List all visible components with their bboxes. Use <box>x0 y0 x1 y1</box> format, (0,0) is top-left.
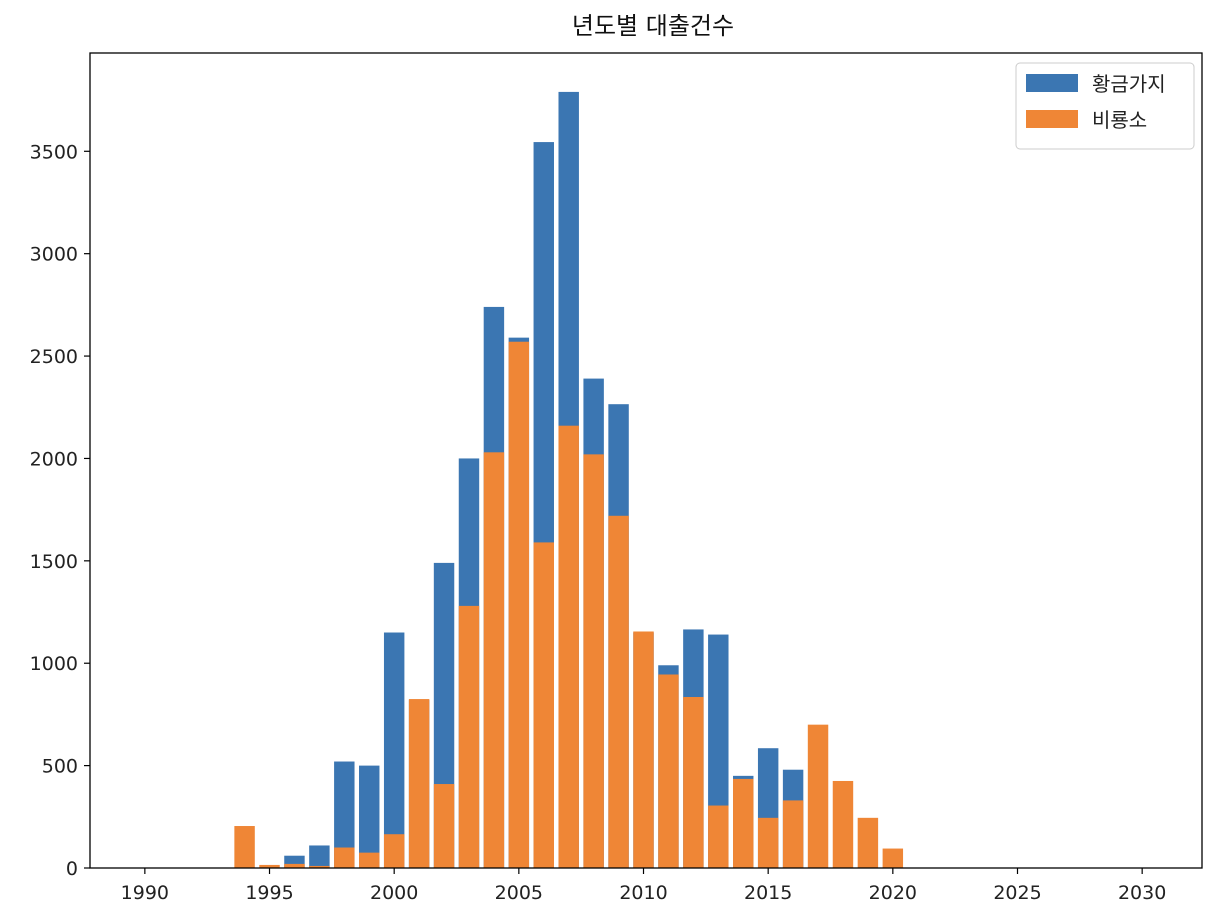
y-tick-label: 3000 <box>30 244 78 266</box>
x-tick-label: 2020 <box>869 882 917 904</box>
plot-frame <box>89 52 1203 869</box>
legend-label-0: 황금가지 <box>1092 72 1166 96</box>
bar-1-1994 <box>234 826 255 868</box>
bar-1-2003 <box>458 605 480 868</box>
bar-0-1999 <box>359 765 380 868</box>
chart-title: 년도별 대출건수 <box>572 12 734 40</box>
bar-1-2005 <box>508 341 530 869</box>
bar-0-1998 <box>334 761 355 868</box>
series-1 <box>234 341 904 869</box>
bar-1-2010 <box>633 631 654 868</box>
legend-label-1: 비룡소 <box>1092 108 1147 132</box>
bar-0-1997 <box>309 845 330 868</box>
bar-1-2018 <box>832 780 854 868</box>
x-tick-label: 2015 <box>744 882 792 904</box>
x-axis: 1990 1995 2000 2005 2010 2015 2020 2025 2030 <box>121 868 1166 904</box>
bar-1-2011 <box>658 674 679 868</box>
bar-1-1996 <box>284 863 305 868</box>
bar-1-2016 <box>782 800 804 868</box>
y-axis: 0 500 1000 1500 2000 2500 3000 3500 <box>30 141 90 880</box>
x-tick-label: 2010 <box>619 882 667 904</box>
bar-1-2014 <box>733 778 754 868</box>
bar-1-2000 <box>383 834 405 868</box>
x-tick-label: 1995 <box>245 882 293 904</box>
x-tick-label: 2005 <box>495 882 543 904</box>
bar-1-2009 <box>608 515 629 868</box>
x-tick-label: 2030 <box>1118 882 1166 904</box>
bar-1-1995 <box>259 864 280 868</box>
y-tick-label: 2500 <box>30 346 78 368</box>
y-tick-label: 0 <box>66 858 78 880</box>
bar-1-1998 <box>334 847 355 868</box>
y-tick-label: 1500 <box>30 551 78 573</box>
bar-1-2012 <box>683 697 704 868</box>
y-tick-label: 500 <box>42 756 78 778</box>
bar-1-2013 <box>708 805 729 868</box>
y-tick-label: 3500 <box>30 141 78 163</box>
x-tick-label: 2000 <box>370 882 418 904</box>
bar-1-2015 <box>757 817 779 868</box>
bar-1-1999 <box>359 852 380 868</box>
bars-layer <box>234 91 904 869</box>
bar-1-2007 <box>558 425 579 868</box>
bar-1-2020 <box>882 848 904 868</box>
x-tick-label: 2025 <box>993 882 1041 904</box>
legend-swatch-0 <box>1026 74 1078 92</box>
bar-1-2017 <box>807 724 829 868</box>
bar-1-2002 <box>433 784 455 868</box>
bar-1-2019 <box>857 817 879 868</box>
bar-1-2008 <box>583 454 604 868</box>
bar-1-1997 <box>309 865 330 868</box>
x-tick-label: 1990 <box>121 882 169 904</box>
legend-swatch-1 <box>1026 110 1078 128</box>
bar-1-2006 <box>533 542 554 868</box>
y-tick-label: 2000 <box>30 448 78 470</box>
bar-1-2004 <box>483 452 505 868</box>
y-tick-label: 1000 <box>30 653 78 675</box>
bar-0-2000 <box>383 632 405 868</box>
bar-1-2001 <box>408 699 430 868</box>
